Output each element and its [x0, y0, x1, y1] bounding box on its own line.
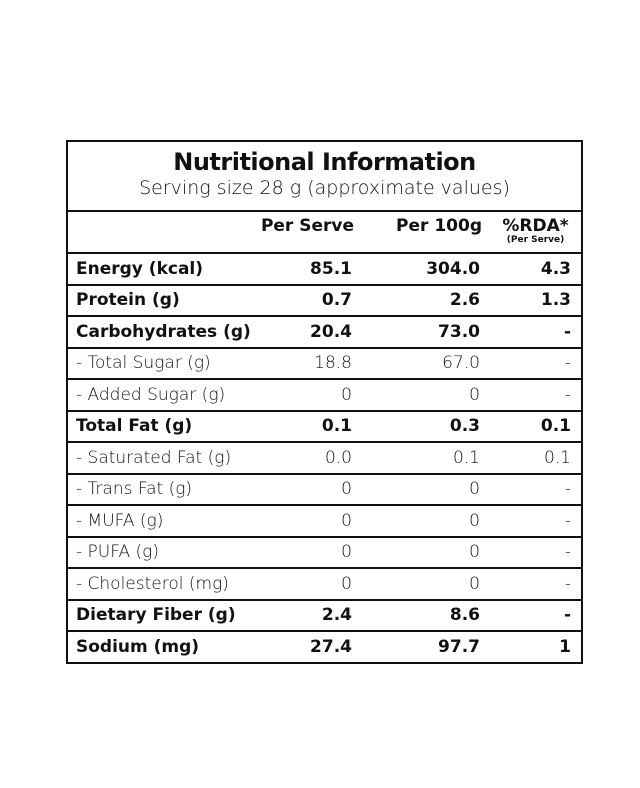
- nutrient-value: -: [490, 504, 581, 537]
- nutrient-value: 2.6: [362, 283, 490, 316]
- nutrient-value: 0.1: [250, 409, 362, 442]
- column-header: Per Serve: [250, 212, 362, 253]
- nutrient-value: 0: [250, 504, 362, 537]
- column-title: %RDA*: [502, 216, 569, 236]
- nutrient-row: Dietary Fiber (g) 2.4 8.6-: [68, 598, 581, 631]
- nutrient-value: 0: [362, 472, 490, 505]
- nutrient-value: -: [490, 598, 581, 631]
- nutrient-value: 0.7: [250, 283, 362, 316]
- nutrient-value: -: [490, 346, 581, 379]
- nutrient-value: 0: [250, 567, 362, 600]
- nutrient-value: 0.1: [490, 409, 581, 442]
- nutrient-label: - Trans Fat (g): [68, 472, 250, 505]
- nutrient-value: 304.0: [362, 252, 490, 285]
- column-title: Per Serve: [260, 216, 354, 236]
- header-row: Per Serve Per 100g %RDA* (Per Serve): [68, 212, 581, 253]
- nutrient-value: 67.0: [362, 346, 490, 379]
- nutrient-label: - MUFA (g): [68, 504, 250, 537]
- header-blank: [68, 212, 250, 253]
- nutrient-value: 0: [250, 535, 362, 568]
- column-title: Per 100g: [396, 216, 482, 236]
- nutrient-row: - Trans Fat (g) 0 0-: [68, 472, 581, 505]
- nutrient-value: -: [490, 378, 581, 411]
- nutrition-table: Per Serve Per 100g %RDA* (Per Serve) Energy …: [68, 212, 581, 662]
- column-header: %RDA* (Per Serve): [490, 212, 581, 253]
- nutrient-row: Energy (kcal) 85.1 304.0 4.3: [68, 252, 581, 285]
- nutrient-value: -: [490, 535, 581, 568]
- nutrient-value: 85.1: [250, 252, 362, 285]
- nutrient-value: 1: [490, 630, 581, 662]
- nutrient-label: Carbohydrates (g): [68, 315, 251, 348]
- nutrient-value: 20.4: [250, 315, 362, 348]
- title: Nutritional Information: [173, 148, 476, 176]
- nutrient-label: - Cholesterol (mg): [68, 567, 250, 600]
- nutrient-row: Carbohydrates (g) 20.4 73.0-: [68, 315, 581, 348]
- nutrient-value: 0: [250, 472, 362, 505]
- nutrient-label: - Saturated Fat (g): [68, 441, 250, 474]
- nutrient-label: - PUFA (g): [68, 535, 250, 568]
- nutrition-panel: Nutritional Information Serving size 28 …: [66, 140, 583, 664]
- nutrient-value: 0: [362, 535, 490, 568]
- nutrient-value: -: [490, 567, 581, 600]
- nutrient-label: Energy (kcal): [68, 252, 250, 285]
- nutrient-row: - Total Sugar (g) 18.8 67.0-: [68, 346, 581, 379]
- nutrient-row: - Saturated Fat (g) 0.0 0.1 0.1: [68, 441, 581, 474]
- nutrient-value: 73.0: [362, 315, 490, 348]
- nutrient-label: Sodium (mg): [68, 630, 250, 662]
- nutrient-row: - Cholesterol (mg) 0 0-: [68, 567, 581, 600]
- nutrient-value: 1.3: [490, 283, 581, 316]
- nutrient-value: 0: [362, 567, 490, 600]
- nutrient-value: 97.7: [362, 630, 490, 662]
- column-note: (Per Serve): [506, 235, 565, 245]
- nutrient-label: Total Fat (g): [68, 409, 250, 442]
- nutrient-row: - PUFA (g) 0 0-: [68, 535, 581, 568]
- nutrient-row: - MUFA (g) 0 0-: [68, 504, 581, 537]
- nutrient-value: 0.0: [250, 441, 362, 474]
- nutrient-value: 0: [362, 378, 490, 411]
- nutrient-label: - Added Sugar (g): [68, 378, 250, 411]
- nutrient-value: 18.8: [250, 346, 362, 379]
- nutrient-value: 0.3: [362, 409, 490, 442]
- nutrient-value: 2.4: [250, 598, 362, 631]
- nutrient-value: 8.6: [362, 598, 490, 631]
- nutrient-row: Protein (g) 0.7 2.6 1.3: [68, 283, 581, 316]
- nutrient-value: 4.3: [490, 252, 581, 285]
- nutrient-value: -: [490, 315, 581, 348]
- nutrient-row: - Added Sugar (g) 0 0-: [68, 378, 581, 411]
- nutrient-row: Sodium (mg) 27.4 97.7 1: [68, 630, 581, 662]
- nutrient-value: 27.4: [250, 630, 362, 662]
- nutrient-value: 0: [362, 504, 490, 537]
- nutrient-label: Protein (g): [68, 283, 250, 316]
- nutrient-value: 0: [250, 378, 362, 411]
- nutrient-row: Total Fat (g) 0.1 0.3 0.1: [68, 409, 581, 442]
- subtitle: Serving size 28 g (approximate values): [139, 177, 510, 199]
- nutrient-value: -: [490, 472, 581, 505]
- nutrient-label: - Total Sugar (g): [68, 346, 250, 379]
- nutrient-value: 0.1: [362, 441, 490, 474]
- column-header: Per 100g: [362, 212, 490, 253]
- panel-header: Nutritional Information Serving size 28 …: [68, 148, 581, 212]
- nutrient-value: 0.1: [490, 441, 581, 474]
- nutrient-label: Dietary Fiber (g): [68, 598, 250, 631]
